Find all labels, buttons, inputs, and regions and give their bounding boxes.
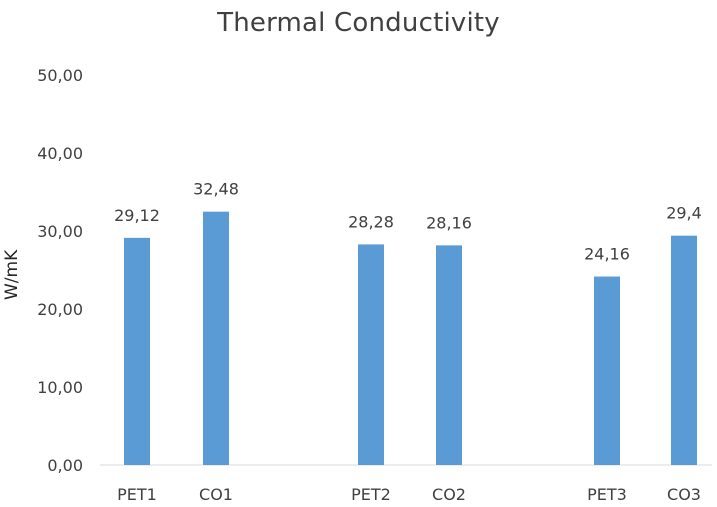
y-tick-label: 0,00 [47, 456, 83, 475]
bars [124, 211, 697, 465]
y-tick-label: 10,00 [37, 378, 83, 397]
data-labels: 29,12 32,48 28,28 28,16 24,16 29,4 [114, 180, 702, 264]
y-axis-ticks: 0,00 10,00 20,00 30,00 40,00 50,00 [37, 66, 83, 475]
y-tick-label: 50,00 [37, 66, 83, 85]
data-label: 24,16 [584, 245, 630, 264]
bar-co1 [203, 211, 229, 465]
data-label: 28,16 [426, 213, 472, 232]
x-axis-ticks: PET1 CO1 PET2 CO2 PET3 CO3 [117, 485, 701, 504]
bar-co3 [671, 235, 697, 465]
data-label: 29,12 [114, 206, 160, 225]
page-title: Thermal Conductivity [217, 8, 500, 38]
x-tick-label: PET3 [587, 485, 627, 504]
x-tick-label: CO1 [199, 485, 233, 504]
bar-pet2 [358, 244, 384, 465]
x-tick-label: CO2 [432, 485, 466, 504]
bar-pet3 [594, 276, 620, 465]
x-tick-label: PET1 [117, 485, 157, 504]
data-label: 29,4 [666, 204, 702, 223]
bar-co2 [436, 245, 462, 465]
y-tick-label: 40,00 [37, 144, 83, 163]
x-tick-label: PET2 [351, 485, 391, 504]
data-label: 28,28 [348, 212, 394, 231]
y-tick-label: 20,00 [37, 300, 83, 319]
bar-pet1 [124, 237, 150, 465]
x-tick-label: CO3 [667, 485, 701, 504]
data-label: 32,48 [193, 180, 239, 199]
y-tick-label: 30,00 [37, 222, 83, 241]
